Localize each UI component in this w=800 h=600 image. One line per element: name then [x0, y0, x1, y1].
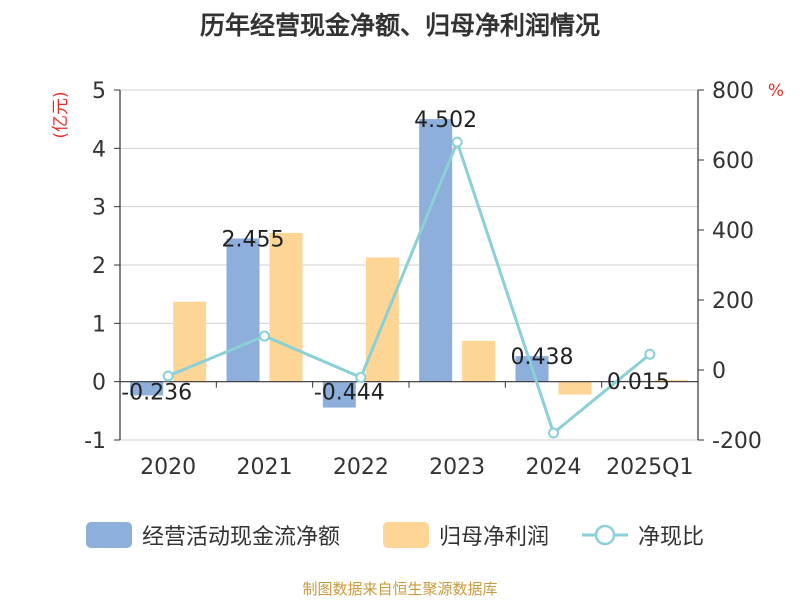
- chart-title: 历年经营现金净额、归母净利润情况: [199, 11, 600, 40]
- bar-cashflow: [322, 381, 356, 408]
- legend-item-net-profit[interactable]: 归母净利润: [383, 518, 549, 552]
- line-cash-ratio: [167, 137, 651, 436]
- right-axis-unit: %: [768, 81, 784, 101]
- line-point-cash-ratio: [548, 427, 559, 439]
- data-label-cashflow: 4.502: [414, 108, 477, 133]
- x-tick-label: 2022: [333, 455, 389, 480]
- left-tick-label: 3: [92, 196, 106, 221]
- left-tick-label: 4: [92, 137, 106, 162]
- tick-labels: -1 0 1 2 3 4 5 -200 0 200 400 600 800 (亿元)% 2020 2021 20…: [51, 79, 784, 480]
- line-point-cash-ratio: [644, 348, 656, 360]
- left-tick-label: 2: [92, 254, 106, 279]
- x-tick-label: 2024: [526, 455, 582, 480]
- data-label-cashflow: 0.438: [511, 345, 574, 370]
- line-point-cash-ratio: [259, 330, 270, 342]
- source-note: 制图数据来自恒生聚源数据库: [302, 580, 498, 598]
- bar-net-profit: [269, 232, 303, 382]
- right-tick-label: 400: [712, 219, 754, 244]
- right-tick-label: -200: [712, 429, 762, 454]
- legend-label-net-profit: 归母净利润: [439, 525, 550, 550]
- bar-net-profit: [558, 381, 592, 395]
- x-tick-label: 2020: [140, 455, 196, 480]
- data-label-cashflow: 0.015: [607, 370, 670, 395]
- right-tick-label: 0: [712, 359, 726, 384]
- bar-cashflow: [419, 119, 453, 382]
- left-tick-label: 1: [92, 312, 106, 337]
- line-point-cash-ratio: [451, 136, 463, 148]
- legend-swatch-cash-ratio: [582, 524, 628, 546]
- left-axis-unit: (亿元): [51, 91, 71, 138]
- legend-swatch-cashflow: [86, 522, 132, 548]
- x-tick-label: 2021: [237, 455, 293, 480]
- legend-label-cashflow: 经营活动现金流净额: [142, 525, 341, 550]
- left-tick-label: -1: [84, 429, 106, 454]
- grid-lines: [120, 89, 698, 441]
- right-tick-label: 200: [712, 289, 754, 314]
- bar-net-profit: [654, 379, 688, 382]
- data-label-cashflow: -0.444: [314, 381, 385, 406]
- bar-cashflow: [226, 238, 260, 382]
- line-series: [162, 136, 656, 439]
- right-tick-label: 600: [712, 149, 754, 174]
- legend-item-cashflow[interactable]: 经营活动现金流净额: [86, 518, 340, 552]
- line-point-cash-ratio: [162, 370, 174, 382]
- line-point-cash-ratio: [355, 371, 367, 383]
- axes: [114, 89, 704, 441]
- data-label-cashflow: 2.455: [222, 227, 285, 252]
- bar-cashflow: [130, 381, 164, 396]
- bar-net-profit: [462, 340, 496, 382]
- bar-net-profit: [173, 301, 207, 382]
- legend-label-cash-ratio: 净现比: [638, 525, 705, 550]
- data-labels: -0.236 2.455 -0.444 4.502 0.438 0.015: [121, 108, 670, 406]
- right-tick-label: 800: [712, 79, 754, 104]
- legend-item-cash-ratio[interactable]: 净现比: [582, 518, 704, 552]
- x-tick-label: 2025Q1: [606, 455, 693, 480]
- bar-net-profit: [365, 257, 399, 382]
- left-tick-label: 0: [92, 371, 106, 396]
- data-label-cashflow: -0.236: [121, 381, 192, 406]
- legend-swatch-net-profit: [383, 522, 429, 548]
- left-tick-label: 5: [92, 79, 106, 104]
- x-tick-label: 2023: [429, 455, 485, 480]
- legend: 经营活动现金流净额 归母净利润 净现比: [0, 518, 800, 552]
